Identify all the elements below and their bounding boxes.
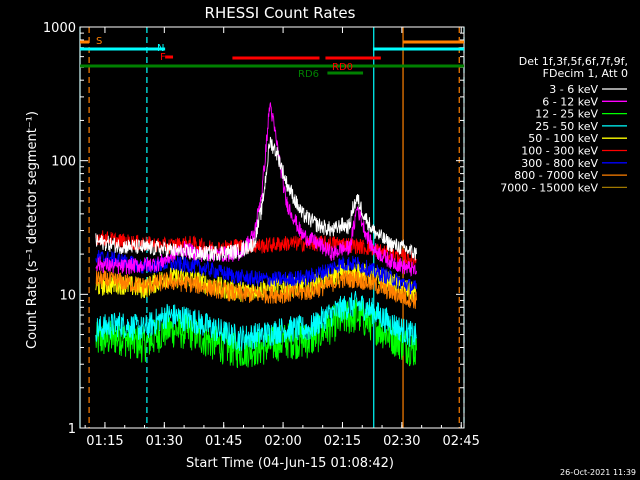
plot-area — [79, 27, 465, 428]
x-tick-label: 02:00 — [264, 434, 301, 449]
attenuator-bars: S NF RD0 RD6 — [80, 36, 464, 80]
y-axis-label: Count Rate (s⁻¹ detector segment⁻¹) — [25, 111, 40, 349]
generation-timestamp: 26-Oct-2021 11:39 — [560, 468, 636, 477]
x-tick-label: 01:30 — [146, 434, 183, 449]
series-line-3-6keV — [95, 136, 417, 262]
legend-label-12-25keV: 12 - 25 keV — [535, 108, 598, 121]
status-bar-label-RD6: RD6 — [298, 69, 319, 80]
legend-header-line-2: FDecim 1, Att 0 — [543, 67, 628, 80]
series-line-100-300keV — [95, 230, 417, 267]
status-bar-label-N: N — [157, 43, 164, 54]
chart-title: RHESSI Count Rates — [205, 4, 356, 22]
plot-frame — [79, 26, 465, 429]
series-line-300-800keV — [95, 249, 417, 295]
x-tick-label: 02:45 — [442, 434, 479, 449]
x-tick-label: 02:30 — [383, 434, 420, 449]
y-tick-label: 1000 — [43, 21, 76, 36]
legend-label-50-100keV: 50 - 100 keV — [528, 132, 598, 145]
legend-label-25-50keV: 25 - 50 keV — [535, 120, 598, 133]
status-bar-label-S: S — [96, 36, 102, 47]
status-bar-label-RD0: RD0 — [332, 62, 353, 73]
legend-label-6-12keV: 6 - 12 keV — [542, 95, 598, 108]
legend: Det 1f,3f,5f,6f,7f,9f, FDecim 1, Att 0 3… — [500, 55, 628, 194]
axes: 01:15 01:30 01:45 02:00 02:15 02:30 02:45 1 10 10… — [43, 21, 480, 449]
legend-label-300-800keV: 300 - 800 keV — [521, 157, 598, 170]
x-axis-label: Start Time (04-Jun-15 01:08:42) — [186, 456, 394, 471]
x-tick-label: 02:15 — [324, 434, 361, 449]
series-line-800-7000keV — [95, 269, 417, 309]
legend-header-line-1: Det 1f,3f,5f,6f,7f,9f, — [519, 55, 628, 68]
legend-label-7000-15000keV: 7000 - 15000 keV — [500, 181, 598, 194]
x-tick-label: 01:15 — [86, 434, 123, 449]
series-line-12-25keV — [95, 298, 417, 369]
status-bar-label-F: F — [160, 52, 166, 63]
x-tick-label: 01:45 — [205, 434, 242, 449]
series-line-6-12keV — [95, 102, 417, 277]
legend-label-800-7000keV: 800 - 7000 keV — [514, 169, 598, 182]
series-line-25-50keV — [95, 290, 417, 351]
y-tick-label: 1 — [68, 422, 76, 437]
legend-label-3-6keV: 3 - 6 keV — [549, 83, 598, 96]
y-tick-label: 100 — [51, 155, 76, 170]
legend-label-100-300keV: 100 - 300 keV — [521, 145, 598, 158]
y-tick-label: 10 — [59, 288, 76, 303]
